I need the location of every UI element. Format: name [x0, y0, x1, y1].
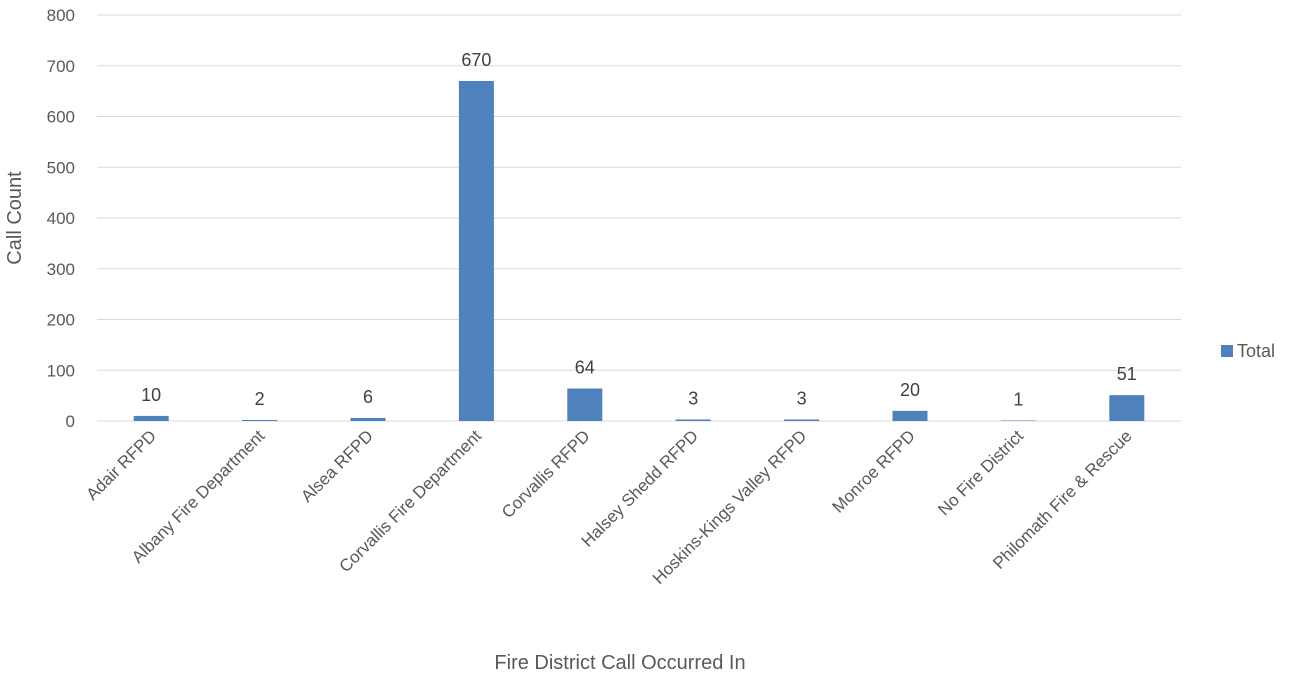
bar: [1000, 420, 1036, 421]
x-tick-label: Adair RFPD: [82, 426, 160, 504]
data-labels: 10 2 6 670 64 3 3 20 1 51: [141, 50, 1137, 410]
y-tick-label: 700: [47, 57, 75, 76]
data-label: 20: [900, 380, 920, 400]
y-tick-label: 100: [47, 361, 75, 380]
gridlines: [97, 14, 1181, 422]
bars: [133, 80, 1145, 421]
data-label: 3: [688, 388, 698, 408]
y-tick-label: 200: [47, 311, 75, 330]
x-tick-label: Monroe RFPD: [829, 426, 919, 516]
y-axis-title: Call Count: [4, 171, 26, 265]
bar: [458, 80, 494, 421]
data-label: 6: [363, 387, 373, 407]
data-label: 64: [575, 358, 595, 378]
data-label: 670: [461, 50, 491, 70]
x-tick-label: No Fire District: [934, 426, 1027, 519]
x-tick-label: Corvallis RFPD: [498, 426, 594, 522]
bar: [567, 388, 603, 421]
y-tick-label: 600: [47, 108, 75, 127]
y-tick-label: 400: [47, 209, 75, 228]
x-tick-label: Alsea RFPD: [297, 426, 377, 506]
bar: [675, 419, 711, 421]
legend-label: Total: [1237, 341, 1275, 361]
data-label: 3: [797, 388, 807, 408]
data-label: 51: [1117, 364, 1137, 384]
data-label: 1: [1013, 389, 1023, 409]
y-tick-label: 0: [66, 412, 75, 431]
bar: [242, 419, 278, 421]
bar: [1109, 395, 1145, 421]
x-tick-label: Halsey Shedd RFPD: [578, 426, 702, 550]
legend-swatch: [1221, 345, 1233, 357]
bar: [784, 419, 820, 421]
legend: Total: [1221, 341, 1275, 361]
data-label: 2: [255, 389, 265, 409]
y-axis-ticks: 0 100 200 300 400 500 600 700 800: [47, 6, 75, 431]
bar: [350, 417, 386, 421]
data-label: 10: [141, 385, 161, 405]
bar: [133, 415, 169, 421]
x-axis-title: Fire District Call Occurred In: [494, 652, 745, 674]
y-tick-label: 500: [47, 158, 75, 177]
bar: [892, 410, 928, 421]
y-tick-label: 800: [47, 6, 75, 25]
y-tick-label: 300: [47, 260, 75, 279]
